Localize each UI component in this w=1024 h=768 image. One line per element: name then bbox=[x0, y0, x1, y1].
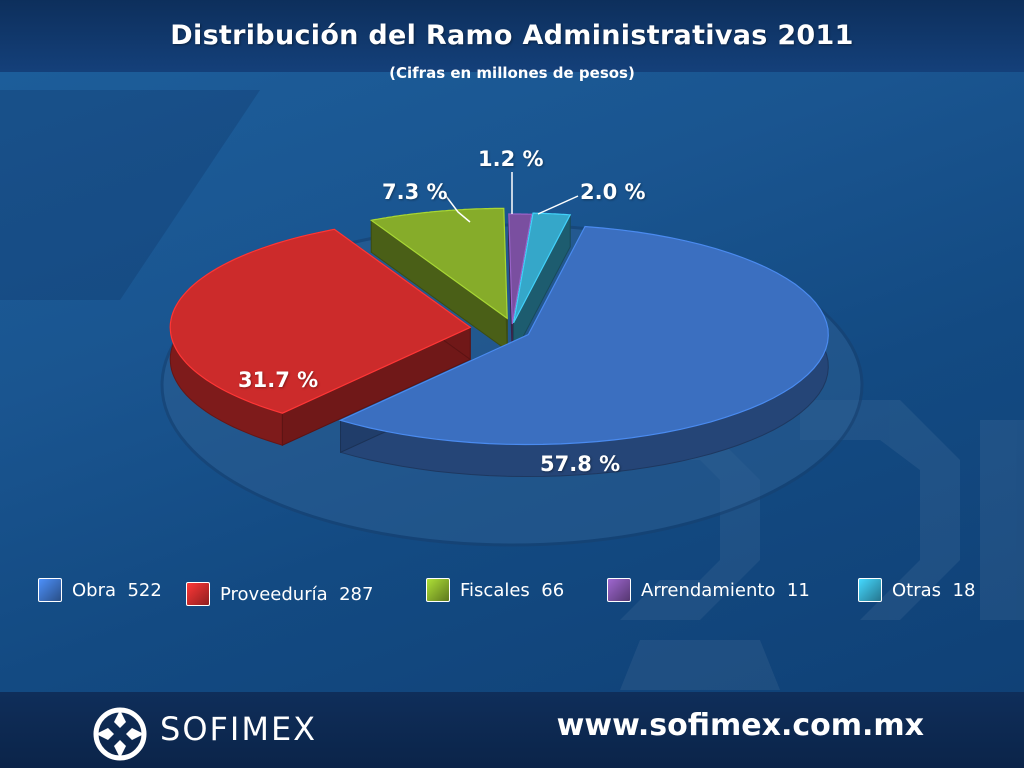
footer-bar: SOFIMEX www.sofimex.com.mx bbox=[0, 692, 1024, 768]
data-label-proveeduría: 31.7 % bbox=[238, 368, 319, 392]
chart-subtitle: (Cifras en millones de pesos) bbox=[389, 64, 635, 82]
brand-name: SOFIMEX bbox=[160, 710, 318, 748]
legend-swatch bbox=[607, 578, 631, 602]
legend-swatch bbox=[858, 578, 882, 602]
legend-item-arrendamiento: Arrendamiento 11 bbox=[607, 578, 810, 602]
legend-value: 522 bbox=[127, 579, 162, 601]
legend-item-otras: Otras 18 bbox=[858, 578, 975, 602]
legend-value: 66 bbox=[541, 579, 565, 601]
pie-slice-fiscales bbox=[369, 207, 508, 352]
chart-title: Distribución del Ramo Administrativas 20… bbox=[170, 20, 854, 51]
legend-value: 18 bbox=[952, 579, 976, 601]
legend-swatch bbox=[38, 578, 62, 602]
legend-item-fiscales: Fiscales 66 bbox=[426, 578, 564, 602]
pie-slice-obra bbox=[338, 225, 829, 478]
leader-line-otras bbox=[537, 195, 579, 215]
leader-line-fiscales bbox=[445, 195, 471, 223]
legend-swatch bbox=[186, 582, 210, 606]
website-link[interactable]: www.sofimex.com.mx bbox=[556, 708, 924, 743]
legend-label: Proveeduría bbox=[220, 583, 328, 605]
pie-slice-otras bbox=[512, 212, 572, 356]
legend-label: Fiscales bbox=[460, 579, 530, 601]
pie-slice-proveeduría bbox=[169, 228, 472, 446]
sofimex-logo-icon bbox=[93, 707, 147, 761]
legend-item-proveeduría: Proveeduría 287 bbox=[186, 582, 373, 606]
data-label-fiscales: 7.3 % bbox=[382, 180, 448, 204]
legend-swatch bbox=[426, 578, 450, 602]
data-label-otras: 2.0 % bbox=[580, 180, 646, 204]
legend-label: Arrendamiento bbox=[641, 579, 776, 601]
legend-value: 287 bbox=[339, 583, 374, 605]
legend: Obra 522 Proveeduría 287 Fiscales 66 Arrend… bbox=[0, 578, 1024, 618]
data-label-obra: 57.8 % bbox=[540, 452, 621, 476]
pie-chart bbox=[160, 195, 864, 547]
data-label-arrendamiento: 1.2 % bbox=[478, 147, 544, 171]
legend-item-obra: Obra 522 bbox=[38, 578, 162, 602]
legend-value: 11 bbox=[786, 579, 810, 601]
header-bar bbox=[0, 0, 1024, 72]
legend-label: Obra bbox=[72, 579, 117, 601]
legend-label: Otras bbox=[892, 579, 942, 601]
